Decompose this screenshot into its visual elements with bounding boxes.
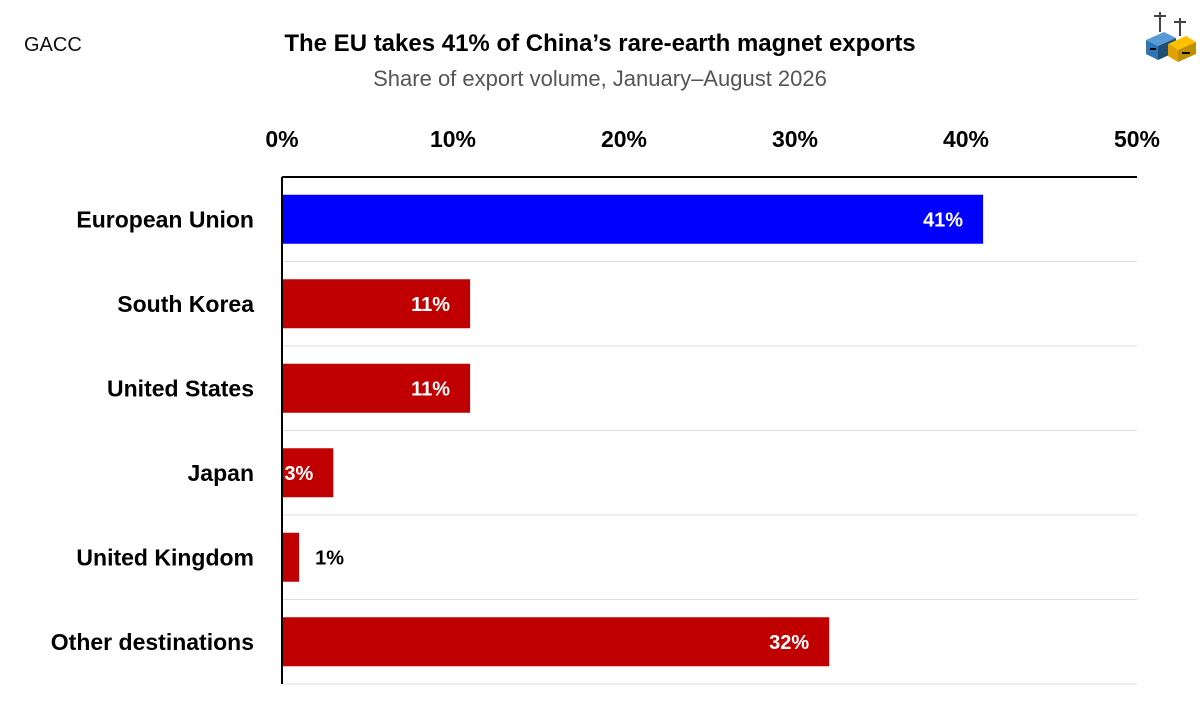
category-label: Japan [188,460,254,486]
shipping-containers-icon [1146,12,1196,62]
x-tick-label: 10% [430,126,476,152]
bar [282,279,471,329]
source-label: GACC [24,34,82,56]
chart-title: The EU takes 41% of China’s rare-earth m… [284,30,916,57]
x-tick-label: 30% [772,126,818,152]
value-label: 11% [411,378,450,400]
x-tick-label: 40% [943,126,989,152]
bar [282,532,300,582]
x-tick-label: 0% [265,126,298,152]
value-label: 32% [769,632,809,654]
chart-subtitle: Share of export volume, January–August 2… [373,66,827,91]
category-label: Other destinations [51,629,254,655]
category-label: European Union [76,206,254,232]
value-label: 1% [315,547,344,569]
value-label: 3% [284,463,313,485]
x-tick-label: 20% [601,126,647,152]
category-label: United Kingdom [76,544,254,570]
bar [282,363,471,413]
bar [282,194,984,244]
bar [282,617,830,667]
x-tick-label: 50% [1114,126,1160,152]
bar [282,448,334,498]
category-label: United States [107,375,254,401]
category-label: South Korea [117,291,254,317]
value-label: 41% [923,209,963,231]
value-label: 11% [411,294,450,316]
